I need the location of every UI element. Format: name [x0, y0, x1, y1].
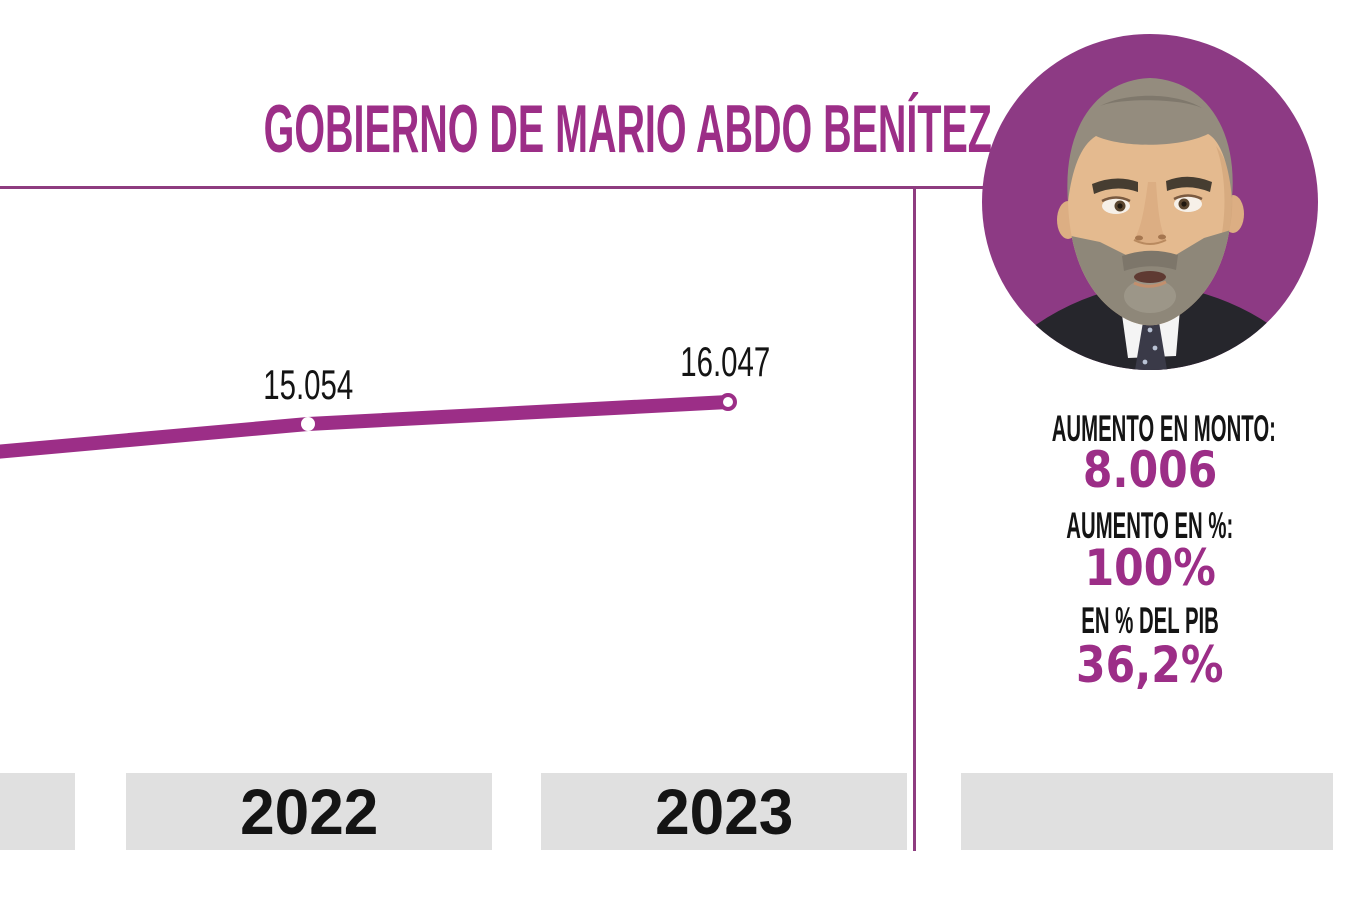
horizontal-divider-line: [0, 186, 1012, 189]
year-label-2023: 2023: [654, 775, 794, 848]
axis-band-partial-right: [961, 773, 1333, 850]
page-title: GOBIERNO DE MARIO ABDO BENÍTEZ: [0, 90, 1168, 168]
value-label-2023-text: 16.047: [680, 338, 770, 385]
value-label-2022-text: 15.054: [263, 361, 353, 408]
data-point-2022: [301, 417, 315, 431]
value-label-2022: 15.054: [158, 361, 458, 409]
stat-label-aumento-pct-text: AUMENTO EN %:: [1066, 505, 1234, 546]
vertical-divider-line: [913, 186, 916, 851]
page-title-text: GOBIERNO DE MARIO ABDO BENÍTEZ: [263, 91, 992, 167]
data-point-2023: [719, 393, 737, 411]
stat-label-aumento-pct: AUMENTO EN %:: [960, 507, 1340, 544]
year-label-2022: 2022: [239, 775, 379, 848]
value-label-2023: 16.047: [575, 338, 875, 386]
stat-label-pct-pib: EN % DEL PIB: [960, 602, 1340, 639]
stat-value-aumento-pct-text: 100%: [1084, 539, 1216, 597]
stat-value-aumento-monto-text: 8.006: [1082, 441, 1218, 499]
debt-line-series: [0, 395, 735, 459]
stat-value-pct-pib-text: 36,2%: [1076, 636, 1224, 694]
stat-label-aumento-monto: AUMENTO EN MONTO:: [960, 410, 1340, 447]
stats-panel: AUMENTO EN MONTO: 8.006 AUMENTO EN %: 10…: [960, 0, 1340, 906]
avatar-circle: [982, 34, 1318, 370]
stat-label-aumento-monto-text: AUMENTO EN MONTO:: [1051, 408, 1276, 449]
president-photo: [1008, 78, 1294, 370]
axis-band-2023: 2023: [541, 773, 907, 850]
axis-band-2022: 2022: [126, 773, 492, 850]
stat-value-aumento-pct: 100%: [960, 543, 1340, 593]
stat-value-pct-pib: 36,2%: [960, 640, 1340, 690]
stat-label-pct-pib-text: EN % DEL PIB: [1081, 600, 1219, 641]
stat-value-aumento-monto: 8.006: [960, 445, 1340, 495]
axis-band-partial-left: [0, 773, 75, 850]
